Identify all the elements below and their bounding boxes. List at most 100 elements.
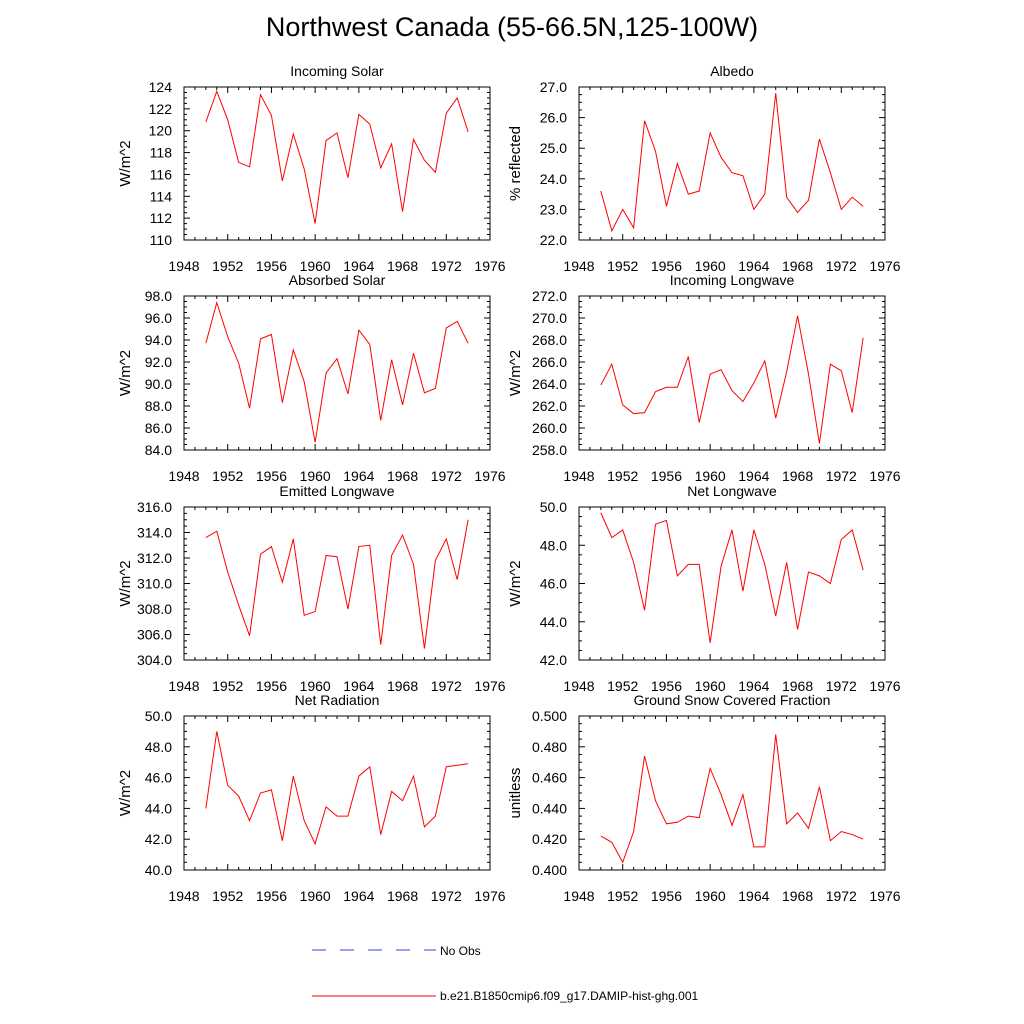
x-tick-label: 1952: [607, 678, 638, 694]
y-tick-label: 46.0: [145, 770, 172, 786]
x-tick-label: 1948: [168, 468, 199, 484]
y-tick-label: 24.0: [540, 171, 567, 187]
panel-title: Incoming Longwave: [670, 272, 795, 288]
panel-7: Ground Snow Covered Fraction unitless 1948…: [507, 692, 901, 904]
y-tick-label: 48.0: [145, 739, 172, 755]
y-tick-label: 270.0: [532, 310, 567, 326]
panel-6: Net Radiation W/m^2 1948 1952 1956 1960 1964 19…: [117, 692, 506, 904]
y-tick-label: 25.0: [540, 140, 567, 156]
x-tick-label: 1948: [168, 258, 199, 274]
y-tick-label: 44.0: [145, 800, 172, 816]
x-tick-label: 1948: [563, 258, 594, 274]
y-axis-label: W/m^2: [117, 770, 134, 816]
y-tick-label: 44.0: [540, 614, 567, 630]
y-tick-label: 88.0: [145, 398, 172, 414]
y-tick-label: 124: [149, 79, 173, 95]
x-tick-label: 1968: [782, 678, 813, 694]
plot-frame: [578, 86, 886, 241]
x-tick-label: 1976: [474, 468, 505, 484]
x-tick-label: 1948: [563, 678, 594, 694]
chart-panels: Incoming Solar W/m^2 1948 1952 1956 1960 1964 1…: [117, 63, 901, 904]
y-tick-label: 122: [149, 101, 173, 117]
x-tick-label: 1968: [782, 258, 813, 274]
x-tick-label: 1960: [695, 888, 726, 904]
x-tick-label: 1964: [343, 678, 374, 694]
y-tick-label: 264.0: [532, 376, 567, 392]
y-tick-label: 308.0: [137, 601, 172, 617]
x-tick-label: 1960: [695, 468, 726, 484]
legend-label-no-obs: No Obs: [440, 944, 481, 958]
x-tick-label: 1976: [474, 678, 505, 694]
y-tick-label: 268.0: [532, 332, 567, 348]
plot-frame: [183, 506, 491, 661]
x-tick-label: 1968: [387, 888, 418, 904]
x-tick-label: 1952: [212, 888, 243, 904]
x-tick-label: 1964: [738, 888, 769, 904]
y-axis-label: % reflected: [507, 126, 524, 201]
series-line: [205, 89, 469, 224]
y-axis-label: W/m^2: [117, 350, 134, 396]
y-axis-label: W/m^2: [117, 140, 134, 186]
y-tick-label: 0.460: [532, 770, 567, 786]
panel-title: Emitted Longwave: [279, 483, 394, 499]
x-tick-label: 1964: [738, 678, 769, 694]
y-tick-label: 86.0: [145, 420, 172, 436]
y-tick-label: 262.0: [532, 398, 567, 414]
x-tick-label: 1952: [212, 678, 243, 694]
y-tick-label: 272.0: [532, 288, 567, 304]
series-line: [600, 734, 864, 864]
x-tick-label: 1976: [474, 258, 505, 274]
y-tick-label: 0.500: [532, 708, 567, 724]
y-tick-label: 40.0: [145, 862, 172, 878]
panel-2: Absorbed Solar W/m^2 1948 1952 1956 1960 1964 1…: [117, 272, 506, 484]
x-tick-label: 1960: [300, 468, 331, 484]
y-tick-label: 260.0: [532, 420, 567, 436]
x-tick-label: 1948: [168, 888, 199, 904]
y-tick-label: 23.0: [540, 201, 567, 217]
x-tick-label: 1972: [431, 258, 462, 274]
x-tick-label: 1948: [168, 678, 199, 694]
x-tick-label: 1968: [387, 468, 418, 484]
y-tick-label: 48.0: [540, 537, 567, 553]
panel-0: Incoming Solar W/m^2 1948 1952 1956 1960 1964 1…: [117, 63, 506, 274]
y-axis-label: unitless: [507, 768, 524, 819]
series-line: [205, 731, 469, 846]
x-tick-label: 1972: [826, 468, 857, 484]
y-tick-label: 26.0: [540, 110, 567, 126]
x-tick-label: 1972: [431, 468, 462, 484]
y-tick-label: 0.480: [532, 739, 567, 755]
x-tick-label: 1956: [651, 468, 682, 484]
x-tick-label: 1976: [869, 468, 900, 484]
panel-title: Net Longwave: [687, 483, 777, 499]
x-tick-label: 1976: [869, 888, 900, 904]
panel-4: Emitted Longwave W/m^2 1948 1952 1956 1960 196…: [117, 483, 506, 694]
x-tick-label: 1960: [695, 258, 726, 274]
x-tick-label: 1964: [343, 888, 374, 904]
plot-frame: [578, 715, 886, 871]
y-tick-label: 90.0: [145, 376, 172, 392]
x-tick-label: 1972: [826, 678, 857, 694]
y-tick-label: 84.0: [145, 442, 172, 458]
y-tick-label: 258.0: [532, 442, 567, 458]
series-line: [600, 93, 864, 233]
y-tick-label: 116: [150, 166, 173, 182]
x-tick-label: 1964: [738, 258, 769, 274]
x-tick-label: 1964: [738, 468, 769, 484]
x-tick-label: 1976: [869, 678, 900, 694]
y-tick-label: 46.0: [540, 576, 567, 592]
x-tick-label: 1960: [300, 678, 331, 694]
y-tick-label: 310.0: [137, 576, 172, 592]
series-line: [600, 315, 864, 444]
y-tick-label: 266.0: [532, 354, 567, 370]
y-tick-label: 306.0: [137, 627, 172, 643]
y-tick-label: 50.0: [145, 708, 172, 724]
panel-title: Ground Snow Covered Fraction: [634, 692, 831, 708]
x-tick-label: 1948: [563, 468, 594, 484]
y-tick-label: 42.0: [145, 831, 172, 847]
x-tick-label: 1956: [256, 258, 287, 274]
legend-label-model: b.e21.B1850cmip6.f09_g17.DAMIP-hist-ghg.…: [440, 989, 698, 1003]
y-tick-label: 50.0: [540, 499, 567, 515]
x-tick-label: 1960: [300, 258, 331, 274]
x-tick-label: 1968: [782, 468, 813, 484]
x-tick-label: 1972: [826, 258, 857, 274]
